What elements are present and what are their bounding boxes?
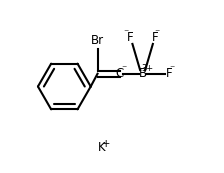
Text: K: K	[98, 141, 106, 154]
Text: C: C	[116, 67, 124, 80]
Text: ⁻: ⁻	[155, 28, 160, 38]
Text: ⁻: ⁻	[123, 28, 129, 38]
Text: F: F	[166, 67, 172, 80]
Text: 3+: 3+	[142, 64, 154, 73]
Text: Br: Br	[91, 34, 104, 47]
Text: ⁻: ⁻	[170, 65, 175, 75]
Text: +: +	[102, 139, 110, 149]
Text: B: B	[139, 67, 147, 80]
Text: F: F	[152, 31, 159, 44]
Text: ⁻: ⁻	[122, 65, 127, 75]
Text: F: F	[127, 31, 133, 44]
